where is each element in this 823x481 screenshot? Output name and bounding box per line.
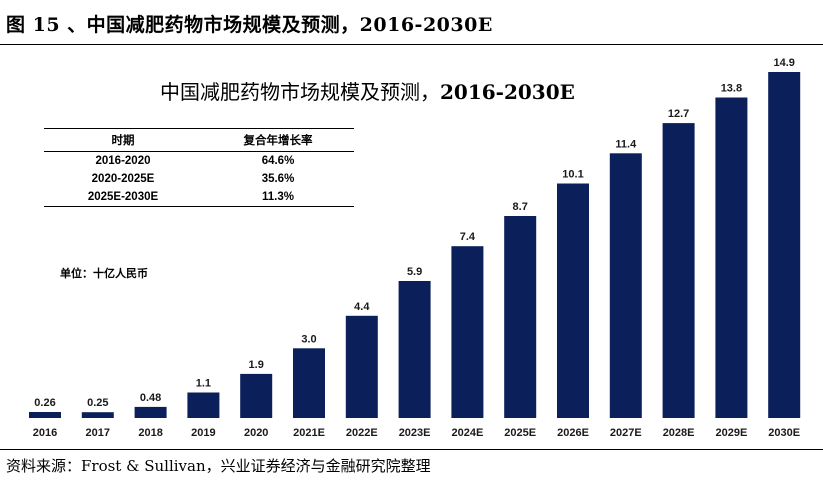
bottom-rule [0,449,823,450]
value-label: 8.7 [513,201,528,213]
unit-label: 单位：十亿人民币 [60,268,148,280]
value-label: 0.26 [34,397,55,409]
x-tick-label: 2026E [557,427,589,439]
bar-2030E [768,72,801,418]
cagr-period: 2025E-2030E [44,188,202,207]
value-label: 1.9 [249,359,264,371]
bar-2028E [662,123,695,418]
bar-2025E [504,216,537,418]
bar-2016 [29,412,61,418]
x-tick-label: 2030E [768,427,800,439]
cagr-rate: 64.6% [261,155,295,167]
figure-heading: 图 15 、中国减肥药物市场规模及预测，2016-2030E [6,14,493,36]
x-tick-label: 2017 [86,427,110,439]
x-tick-label: 2021E [293,427,325,439]
cagr-table-header: 时期 复合年增长率 [44,128,354,152]
value-label: 4.4 [354,301,370,313]
bar-2027E [609,153,642,419]
chart-title: 中国减肥药物市场规模及预测，2016-2030E [160,76,575,105]
value-label: 14.9 [773,57,794,69]
chart-title-years: 2016-2030E [440,80,575,104]
top-rule [0,44,823,45]
value-label: 11.4 [615,138,637,150]
value-label: 1.1 [196,378,211,390]
cagr-header-rate: 复合年增长率 [202,128,354,152]
cagr-header-period: 时期 [44,128,202,152]
value-label: 7.4 [460,231,476,243]
cagr-row: 2016-2020 64.6% [44,152,354,171]
value-label: 10.1 [562,169,583,181]
cagr-period: 2020-2025E [91,173,155,185]
bar-2023E [398,281,431,418]
cagr-row: 2020-2025E 35.6% [44,170,354,188]
x-tick-label: 2022E [346,427,378,439]
x-tick-label: 2023E [399,427,431,439]
x-tick-label: 2025E [504,427,536,439]
x-tick-label: 2016 [33,427,57,439]
bar-2026E [557,183,589,418]
value-label: 12.7 [668,108,689,120]
x-tick-label: 2029E [715,427,747,439]
bar-2022E [345,315,378,418]
value-label: 0.25 [87,397,108,409]
x-tick-label: 2020 [244,427,268,439]
bar-chart: 0.26 2016 0.25 2017 0.48 2018 1.1 2019 1.9 2020 3.… [29,57,801,439]
bar-2024E [451,246,484,418]
x-tick-label: 2028E [663,427,695,439]
value-label: 5.9 [407,266,422,278]
cagr-row: 2025E-2030E 11.3% [44,188,354,207]
bar-2018 [134,406,167,418]
source-note: 资料来源：Frost & Sullivan，兴业证券经济与金融研究院整理 [6,457,431,475]
bar-2021E [293,348,325,418]
cagr-period: 2016-2020 [95,155,151,167]
bar-2029E [715,97,748,418]
bar-2017 [81,412,114,418]
x-tick-label: 2024E [451,427,483,439]
cagr-rate: 35.6% [261,173,295,185]
x-tick-label: 2018 [138,427,162,439]
bar-2019 [187,392,220,418]
bar-2020 [240,373,273,418]
value-label: 0.48 [140,392,161,404]
cagr-table: 时期 复合年增长率 2016-2020 64.6% 2020-2025E 35.… [44,128,354,207]
x-tick-label: 2027E [610,427,642,439]
value-label: 13.8 [721,83,742,95]
chart-title-prefix: 中国减肥药物市场规模及预测， [160,80,440,104]
cagr-rate: 11.3% [202,188,354,207]
value-label: 3.0 [301,333,316,345]
x-tick-label: 2019 [191,427,215,439]
